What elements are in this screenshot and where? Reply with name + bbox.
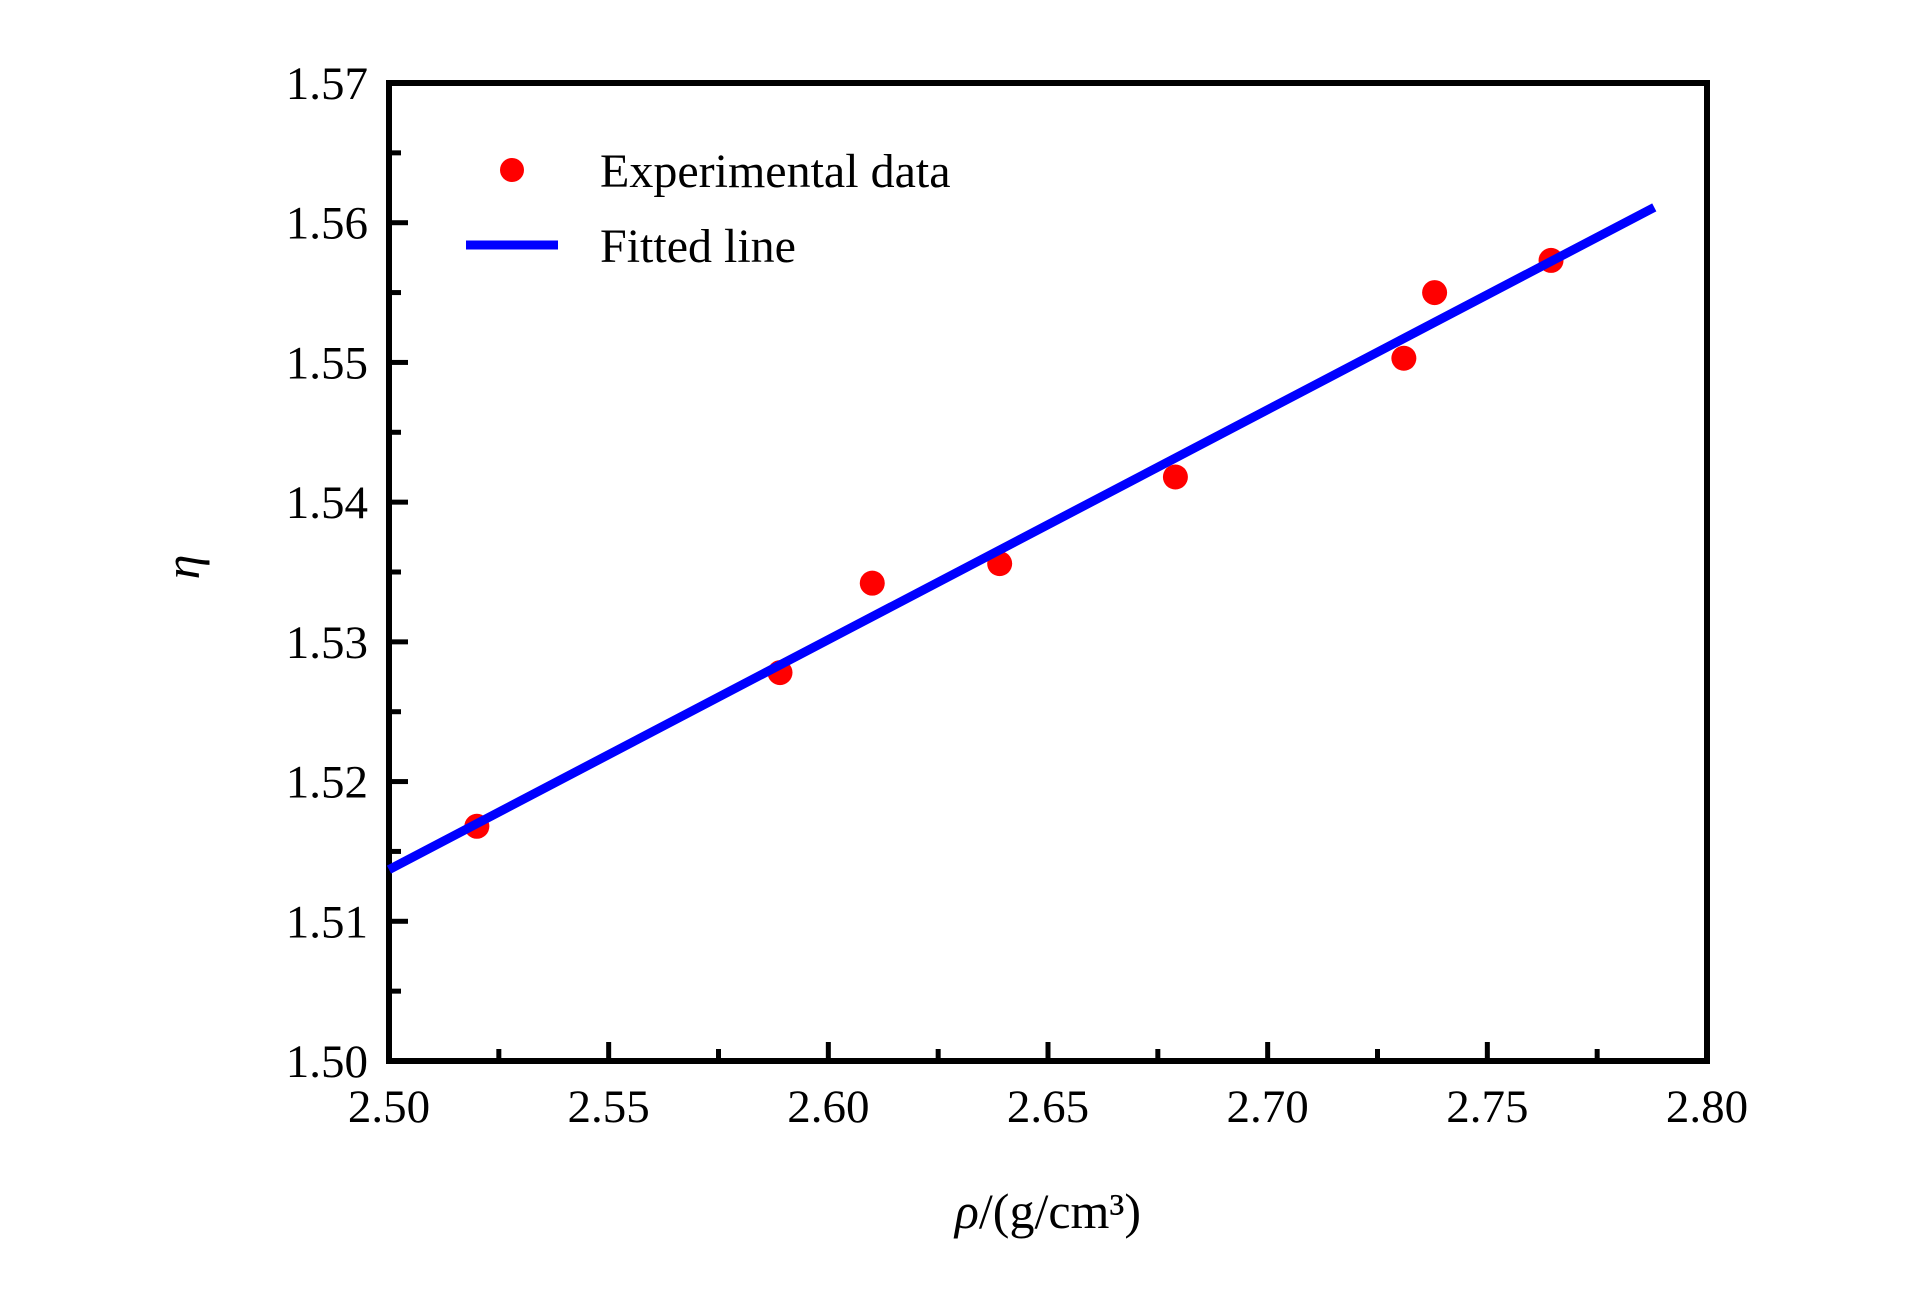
y-axis-tick-label: 1.52 [286,757,368,809]
x-axis-tick-label: 2.50 [348,1081,430,1133]
y-axis-tick-label: 1.56 [286,198,368,250]
fitted-line [386,203,1657,874]
x-axis-tick-label: 2.70 [1227,1081,1309,1133]
legend: Experimental data Fitted line [466,145,951,273]
data-point [859,570,885,596]
legend-item: Fitted line [466,220,796,273]
x-axis-tick-label: 2.60 [787,1081,869,1133]
legend-dot-marker [500,158,524,182]
legend-item: Experimental data [500,145,951,198]
x-axis-title-symbol: ρ [953,1183,979,1239]
data-point [1391,345,1417,371]
x-axis-title: ρ/(g/cm³) [953,1183,1141,1239]
data-point [1422,280,1448,306]
x-axis-title-units: /(g/cm³) [979,1183,1141,1239]
y-axis-tick-label: 1.57 [286,58,368,110]
y-axis-tick-label: 1.54 [286,477,368,529]
y-axis-title: η [154,555,210,580]
data-point [1162,464,1188,490]
axis-tick-labels: 2.50 2.55 2.60 2.65 2.70 2.75 2.80 1.50 1.51 1.52… [286,58,1748,1133]
x-axis-tick-label: 2.75 [1446,1081,1528,1133]
y-axis-tick-label: 1.55 [286,337,368,389]
legend-label: Experimental data [600,145,951,198]
axes-frame [386,80,1710,1064]
x-axis-tick-label: 2.55 [568,1081,650,1133]
legend-label: Fitted line [600,220,796,273]
y-axis-tick-label: 1.51 [286,896,368,948]
x-axis-tick-label: 2.65 [1007,1081,1089,1133]
axis-ticks [386,80,1710,1064]
x-axis-tick-label: 2.80 [1666,1081,1748,1133]
y-axis-tick-label: 1.53 [286,617,368,669]
y-axis-tick-label: 1.50 [286,1036,368,1088]
